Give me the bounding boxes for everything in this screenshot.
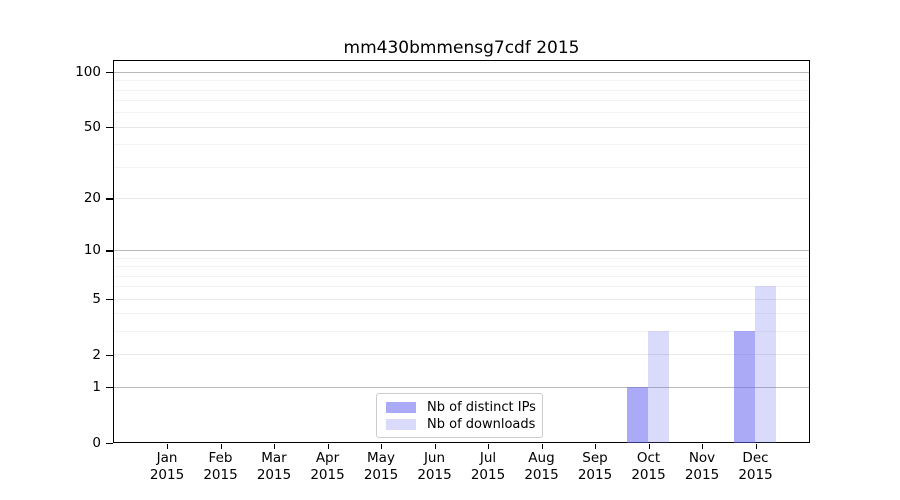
x-tick-label: Oct 2015 — [631, 450, 666, 483]
x-tick-label: Jun 2015 — [417, 450, 452, 483]
x-tick-mark — [381, 444, 383, 449]
y-tick-label: 1 — [92, 379, 101, 396]
y-tick-label: 5 — [92, 291, 101, 308]
minor-gridline — [114, 313, 809, 315]
minor-gridline — [114, 275, 809, 277]
minor-gridline — [114, 144, 809, 146]
y-tick-label: 0 — [92, 435, 101, 451]
x-tick-year: 2015 — [631, 467, 666, 483]
chart-title: mm430bmmensg7cdf 2015 — [343, 38, 580, 58]
x-tick-year: 2015 — [310, 467, 345, 483]
bar-oct-nb-of-distinct-ips — [627, 386, 649, 443]
major-gridline — [114, 354, 809, 356]
minor-gridline — [114, 112, 809, 114]
minor-gridline — [114, 89, 809, 91]
y-tick-label: 20 — [83, 190, 101, 207]
minor-gridline — [114, 100, 809, 102]
x-tick-label: Aug 2015 — [524, 450, 559, 483]
x-tick-year: 2015 — [417, 467, 452, 483]
legend-row-downloads: Nb of downloads — [386, 416, 536, 432]
x-tick-year: 2015 — [524, 467, 559, 483]
y-tick-mark — [106, 250, 113, 252]
x-tick-year: 2015 — [738, 467, 773, 483]
x-tick-label: Feb 2015 — [203, 450, 238, 483]
x-tick-mark — [755, 444, 757, 449]
x-tick-label: Mar 2015 — [256, 450, 292, 483]
y-tick-mark — [106, 198, 113, 200]
x-tick-mark — [220, 444, 222, 449]
x-tick-mark — [541, 444, 543, 449]
y-tick-mark — [106, 299, 113, 301]
x-tick-label: Apr 2015 — [310, 450, 345, 483]
emphasized-gridline — [114, 386, 809, 388]
x-tick-year: 2015 — [363, 467, 399, 483]
bar-dec-nb-of-downloads — [755, 286, 777, 443]
legend-row-distinct-ips: Nb of distinct IPs — [386, 399, 536, 415]
major-gridline — [114, 126, 809, 128]
legend-label-downloads: Nb of downloads — [427, 416, 536, 432]
minor-gridline — [114, 286, 809, 288]
x-tick-label: Sep 2015 — [577, 450, 613, 483]
minor-gridline — [114, 266, 809, 268]
y-tick-mark — [106, 127, 113, 129]
x-tick-mark — [648, 444, 650, 449]
y-tick-label: 50 — [83, 119, 101, 136]
major-gridline — [114, 298, 809, 300]
downloads-swatch — [386, 418, 416, 430]
x-tick-label: Jul 2015 — [470, 450, 506, 483]
x-tick-mark — [327, 444, 329, 449]
bar-oct-nb-of-downloads — [648, 331, 670, 443]
x-tick-label: May 2015 — [363, 450, 399, 483]
x-tick-year: 2015 — [149, 467, 185, 483]
minor-gridline — [114, 331, 809, 333]
emphasized-gridline — [114, 71, 809, 73]
minor-gridline — [114, 80, 809, 82]
x-tick-year: 2015 — [470, 467, 506, 483]
y-tick-mark — [106, 387, 113, 389]
legend: Nb of distinct IPs Nb of downloads — [376, 393, 543, 438]
distinct-ips-swatch — [386, 401, 416, 413]
x-tick-mark — [595, 444, 597, 449]
x-tick-mark — [167, 444, 169, 449]
x-tick-year: 2015 — [577, 467, 613, 483]
x-tick-mark — [434, 444, 436, 449]
x-tick-label: Jan 2015 — [149, 450, 185, 483]
y-tick-label: 2 — [92, 346, 101, 363]
x-tick-label: Nov 2015 — [684, 450, 720, 483]
major-gridline — [114, 197, 809, 199]
x-tick-year: 2015 — [203, 467, 238, 483]
x-tick-year: 2015 — [684, 467, 720, 483]
x-tick-label: Dec 2015 — [738, 450, 773, 483]
plot-area — [113, 60, 810, 443]
y-tick-mark — [106, 354, 113, 356]
x-tick-mark — [702, 444, 704, 449]
x-tick-year: 2015 — [256, 467, 292, 483]
legend-label-distinct-ips: Nb of distinct IPs — [427, 399, 536, 415]
x-tick-mark — [488, 444, 490, 449]
y-tick-label: 100 — [75, 64, 101, 81]
emphasized-gridline — [114, 249, 809, 251]
x-tick-mark — [274, 444, 276, 449]
y-tick-label: 10 — [83, 242, 101, 259]
bar-dec-nb-of-distinct-ips — [734, 331, 756, 443]
y-tick-mark — [106, 72, 113, 74]
minor-gridline — [114, 257, 809, 259]
minor-gridline — [114, 166, 809, 168]
y-tick-mark — [106, 443, 113, 445]
